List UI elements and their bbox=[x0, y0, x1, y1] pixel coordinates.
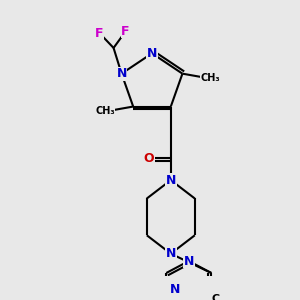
Text: N: N bbox=[166, 174, 176, 187]
Text: N: N bbox=[147, 47, 157, 60]
Text: N: N bbox=[166, 247, 176, 260]
Text: C: C bbox=[211, 294, 219, 300]
Text: N: N bbox=[184, 254, 194, 268]
Text: N: N bbox=[116, 67, 127, 80]
Text: CH₃: CH₃ bbox=[201, 73, 220, 83]
Text: F: F bbox=[95, 27, 104, 40]
Text: N: N bbox=[170, 283, 181, 296]
Text: CH₃: CH₃ bbox=[95, 106, 115, 116]
Text: F: F bbox=[121, 25, 130, 38]
Text: O: O bbox=[143, 152, 154, 164]
